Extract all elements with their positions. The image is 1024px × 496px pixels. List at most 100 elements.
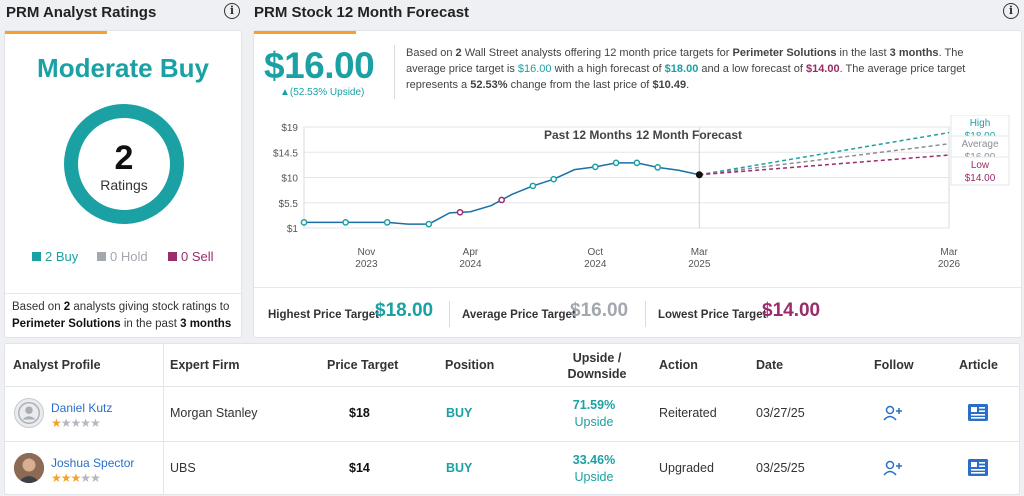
price-target: $18 [349,406,370,420]
article-icon[interactable] [967,458,989,477]
th-analyst-profile[interactable]: Analyst Profile [13,358,101,372]
legend-sell: 0 Sell [168,249,214,264]
star-icon: ★ [70,471,82,485]
forecast-card: $16.00 ▲(52.53% Upside) Based on 2 Wall … [253,30,1022,338]
th-action[interactable]: Action [659,358,698,372]
rating-marker [425,220,433,228]
price-targets-row: Highest Price Target $18.00 Average Pric… [254,287,1021,337]
chart-title-forecast: 12 Month Forecast [636,128,742,142]
rating-marker [456,208,464,216]
upside-value: 71.59% Upside [572,398,616,429]
star-icon: ★ [70,416,82,430]
star-icon: ★ [60,416,72,430]
analyst-photo[interactable] [14,453,44,483]
expert-firm: UBS [170,461,196,475]
highest-target-label: Highest Price Target [268,309,379,321]
ratings-count: 2 [114,139,134,177]
star-icon: ★ [60,471,72,485]
highest-target-value: $18.00 [375,300,434,321]
th-expert-firm[interactable]: Expert Firm [170,358,240,372]
star-icon: ★ [51,416,62,430]
donut-buy-segment [64,104,184,224]
x-tick-year: 2024 [459,259,482,270]
lowest-target-label: Lowest Price Target [658,309,767,321]
rating-action: Upgraded [659,461,714,475]
star-rating: ★★★★★ [51,471,101,485]
forecast-label-name: Average [961,139,999,150]
follow-user-icon[interactable] [882,459,904,477]
x-tick-month: Nov [358,247,376,258]
rating-marker [498,196,506,204]
rating-action: Reiterated [659,406,717,420]
upside-value: 33.46% Upside [572,453,616,484]
analyst-name-link[interactable]: Joshua Spector [51,456,135,470]
ratings-donut [64,104,184,224]
tab-indicator [5,31,107,34]
follow-user-icon[interactable] [882,404,904,422]
x-tick-month: Apr [463,247,479,258]
position-badge: BUY [446,406,473,420]
th-date[interactable]: Date [756,358,784,372]
price-line [304,162,700,225]
last-price-point [695,171,703,179]
upside-label: ▲(52.53% Upside) [280,87,365,98]
avatar-placeholder-icon[interactable] [14,398,44,428]
rating-marker [633,159,641,167]
forecast-line-average [699,143,950,176]
forecast-label-name: Low [971,160,990,171]
lowest-target-value: $14.00 [762,300,821,321]
price-forecast-chart: $19$14.5$10$5.5$1Nov2023Apr2024Oct2024Ma… [273,115,1010,270]
star-icon: ★ [51,471,62,485]
rating-marker [591,163,599,171]
legend-sell-label: 0 Sell [181,249,214,264]
star-rating: ★★★★★ [51,416,101,430]
th-price-target[interactable]: Price Target [327,358,399,372]
y-tick-label: $14.5 [273,148,298,159]
average-target-value: $16.00 [570,300,629,321]
article-icon[interactable] [967,403,989,422]
th-upside-downside[interactable]: Upside / Downside [567,351,627,381]
forecast-summary: Based on 2 Wall Street analysts offering… [406,47,966,91]
x-tick-month: Oct [588,247,604,258]
forecast-line-low [699,154,950,176]
position-badge: BUY [446,461,473,475]
legend-buy-label: 2 Buy [45,249,79,264]
x-tick-year: 2025 [688,259,711,270]
forecast-line-high [699,131,950,176]
rating-marker [550,175,558,183]
forecast-header: PRM Stock 12 Month Forecast i [250,0,1022,30]
price-target: $14 [349,461,370,475]
rating-marker [654,164,662,171]
hold-swatch [97,252,106,261]
rating-marker [342,219,349,226]
average-price-target: $16.00 [264,45,375,86]
star-icon: ★ [80,416,91,430]
x-tick-month: Mar [940,247,958,258]
analyst-table: Analyst Profile Expert Firm Price Target… [4,343,1020,495]
chart-title-past: Past 12 Months [544,128,632,142]
divider [5,293,241,294]
analyst-name-link[interactable]: Daniel Kutz [51,401,113,415]
info-icon[interactable]: i [224,3,240,19]
rating-marker [300,219,308,226]
sell-swatch [168,252,177,261]
legend-buy: 2 Buy [32,249,78,264]
star-icon: ★ [80,471,91,485]
average-target-label: Average Price Target [462,309,576,321]
x-tick-year: 2026 [938,259,961,270]
legend-hold: 0 Hold [97,249,148,264]
analyst-ratings-header: PRM Analyst Ratings i [4,0,242,30]
info-icon[interactable]: i [1003,3,1019,19]
y-tick-label: $19 [281,123,298,134]
y-tick-label: $10 [281,174,298,185]
rating-date: 03/27/25 [756,406,805,420]
tab-indicator [254,31,356,34]
th-position[interactable]: Position [445,358,495,372]
buy-swatch [32,252,41,261]
star-icon: ★ [90,471,101,485]
analyst-ratings-card: Moderate Buy 2 Ratings 2 Buy 0 Hold 0 Se… [4,30,242,338]
forecast-title: PRM Stock 12 Month Forecast [254,4,470,21]
legend-hold-label: 0 Hold [110,249,148,264]
analyst-ratings-title: PRM Analyst Ratings [6,4,157,21]
ratings-count-label: Ratings [100,177,148,193]
